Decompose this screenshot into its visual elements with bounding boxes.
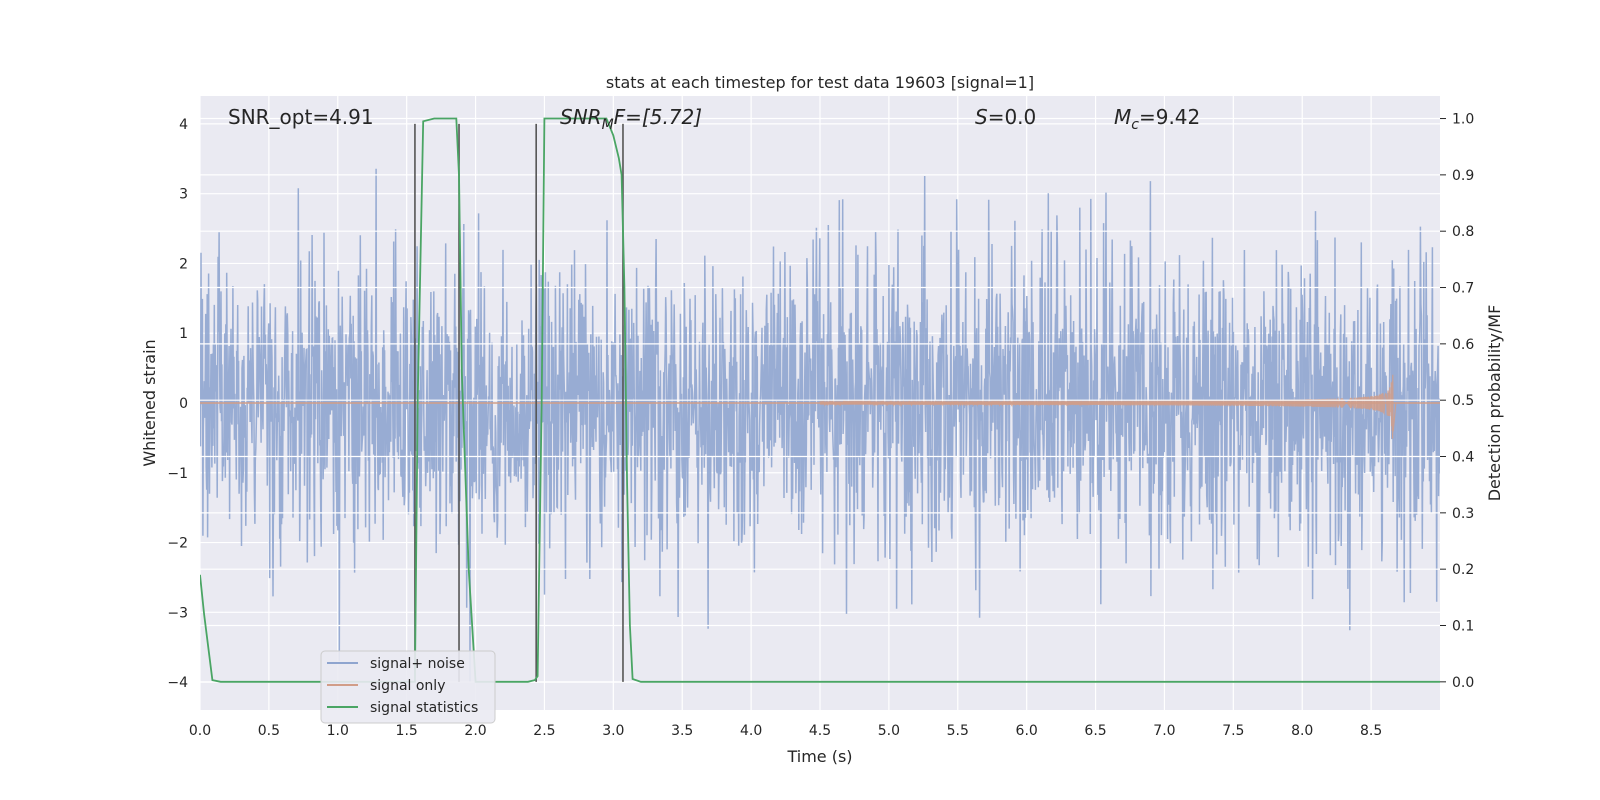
- y-left-tick-label: 2: [179, 256, 188, 272]
- x-tick-label: 4.0: [740, 723, 762, 739]
- x-tick-label: 8.5: [1360, 723, 1382, 739]
- y-right-axis-label: Detection probability/MF: [1485, 305, 1504, 502]
- x-tick-label: 3.5: [671, 723, 693, 739]
- annotation-s-label: S: [975, 105, 988, 129]
- y-left-tick-label: −4: [167, 675, 188, 691]
- series-signal-only: [819, 374, 1397, 439]
- x-tick-label: 7.5: [1222, 723, 1244, 739]
- y-left-tick-label: 1: [179, 326, 188, 342]
- annotation-mc: Mc=9.42: [1114, 105, 1200, 133]
- y-right-tick-label: 0.0: [1452, 675, 1474, 691]
- x-tick-label: 7.0: [1153, 723, 1175, 739]
- x-tick-label: 6.5: [1084, 723, 1106, 739]
- x-tick-label: 1.0: [327, 723, 349, 739]
- x-tick-label: 2.5: [533, 723, 555, 739]
- annotation-snr-mf-label: SNR: [560, 105, 602, 129]
- y-left-axis-ticks: 4 3 2 1 0 −1 −2 −3 −4: [167, 117, 188, 691]
- y-left-tick-label: −2: [167, 536, 188, 552]
- y-left-tick-label: 3: [179, 187, 188, 203]
- y-left-tick-label: −3: [167, 605, 188, 621]
- y-right-tick-label: 0.7: [1452, 281, 1474, 297]
- annotation-mc-sub: c: [1131, 117, 1139, 133]
- annotation-snr-mf-sub: M: [602, 117, 614, 133]
- legend-label-signal-statistics: signal statistics: [370, 700, 478, 716]
- y-right-tick-label: 0.6: [1452, 337, 1474, 353]
- x-tick-label: 3.0: [602, 723, 624, 739]
- x-axis-ticks: 0.0 0.5 1.0 1.5 2.0 2.5 3.0 3.5 4.0 4.5 5.0 5.5 6.0 6…: [189, 723, 1382, 739]
- y-right-tick-label: 0.8: [1452, 224, 1474, 240]
- y-right-tick-label: 0.2: [1452, 562, 1474, 578]
- annotation-s-value: =0.0: [988, 105, 1037, 129]
- y-left-tick-label: −1: [167, 466, 188, 482]
- y-right-tick-label: 0.5: [1452, 393, 1474, 409]
- annotation-s: S=0.0: [975, 105, 1036, 129]
- annotation-mc-label: M: [1114, 105, 1131, 129]
- y-right-tick-label: 0.3: [1452, 506, 1474, 522]
- x-tick-label: 0.0: [189, 723, 211, 739]
- annotation-snr-opt: SNR_opt=4.91: [228, 105, 374, 129]
- chart-title: stats at each timestep for test data 196…: [606, 73, 1034, 92]
- x-tick-label: 5.0: [878, 723, 900, 739]
- x-tick-label: 2.0: [464, 723, 486, 739]
- legend-label-signal-only: signal only: [370, 678, 445, 694]
- series-signal-noise: [200, 168, 1440, 682]
- y-right-tick-label: 0.4: [1452, 450, 1474, 466]
- y-right-tick-label: 1.0: [1452, 112, 1474, 128]
- legend: signal+ noise signal only signal statist…: [320, 650, 496, 724]
- x-tick-label: 5.5: [947, 723, 969, 739]
- annotation-mc-value: =9.42: [1139, 105, 1200, 129]
- x-axis-label: Time (s): [786, 747, 852, 766]
- legend-box: [320, 650, 496, 724]
- annotation-snr-mf-value: F=[5.72]: [614, 105, 702, 129]
- x-tick-label: 1.5: [396, 723, 418, 739]
- x-tick-label: 8.0: [1291, 723, 1313, 739]
- x-tick-label: 0.5: [258, 723, 280, 739]
- x-tick-label: 4.5: [809, 723, 831, 739]
- legend-label-signal-noise: signal+ noise: [370, 656, 465, 672]
- annotation-snr-mf: SNRMF=[5.72]: [560, 105, 702, 133]
- y-right-tick-label: 0.9: [1452, 168, 1474, 184]
- y-right-tick-label: 0.1: [1452, 619, 1474, 635]
- y-right-axis-ticks: 1.0 0.9 0.8 0.7 0.6 0.5 0.4 0.3 0.2 0.1 0.0: [1440, 112, 1474, 691]
- y-left-tick-label: 4: [179, 117, 188, 133]
- y-left-axis-label: Whitened strain: [140, 339, 159, 466]
- x-tick-label: 6.0: [1016, 723, 1038, 739]
- y-left-tick-label: 0: [179, 396, 188, 412]
